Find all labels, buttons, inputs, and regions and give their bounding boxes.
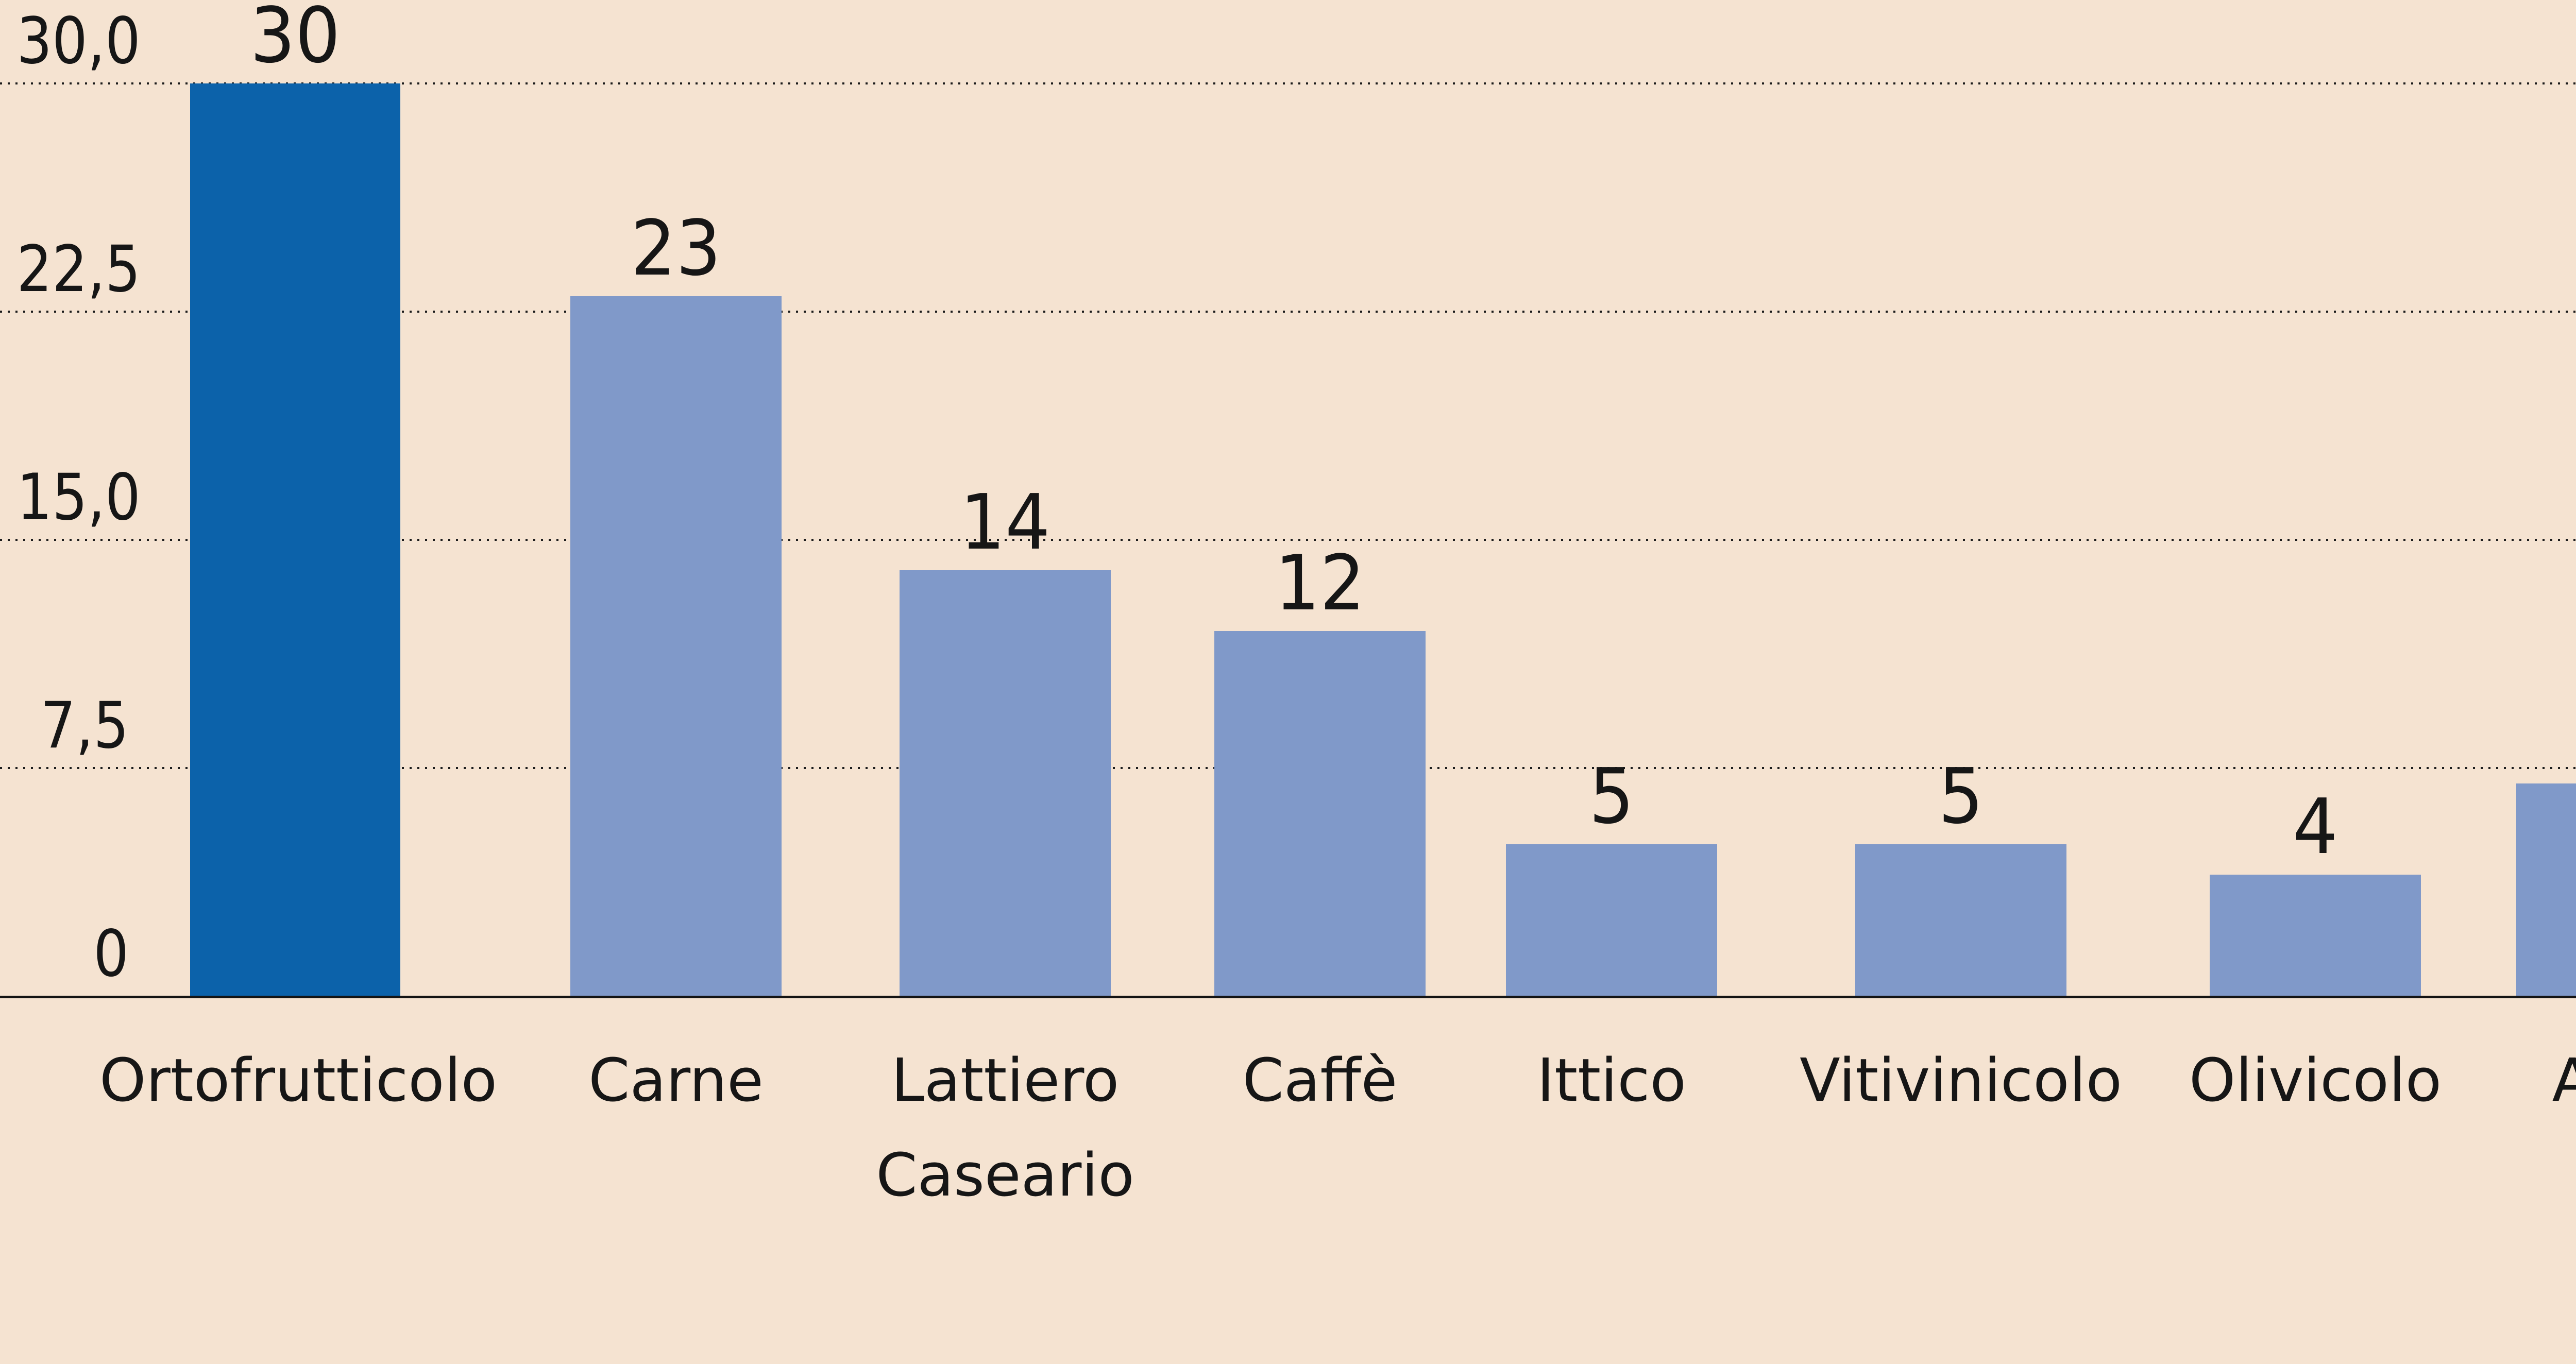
bar-ortofrutticolo xyxy=(190,83,400,996)
category-label-ittico: Ittico xyxy=(1416,1033,1807,1128)
category-label-ortofrutticolo: Ortofrutticolo xyxy=(99,1033,497,1128)
gridline-30-0 xyxy=(0,82,2576,84)
category-label-line: Vitivinicolo xyxy=(1800,1046,2122,1115)
category-label-line: Caseario xyxy=(876,1141,1134,1210)
bar-caffe xyxy=(1214,631,1426,996)
y-tick-label-30-0: 30,0 xyxy=(16,4,141,78)
y-tick-label-7-5: 7,5 xyxy=(40,689,129,763)
category-label-carne: Carne xyxy=(480,1033,872,1128)
x-axis-line xyxy=(0,996,2576,998)
value-label-carne: 23 xyxy=(631,204,721,293)
bar-olivicolo xyxy=(2210,875,2421,996)
gridline-15-0 xyxy=(0,539,2576,541)
bar-altro xyxy=(2516,783,2576,996)
bar-carne xyxy=(570,296,782,996)
value-label-ittico: 5 xyxy=(1589,752,1634,841)
category-label-olivicolo: Olivicolo xyxy=(2120,1033,2511,1128)
value-label-altro: 7 xyxy=(2514,697,2576,774)
value-label-caffe: 12 xyxy=(1275,539,1365,627)
category-label-caffe: Caffè xyxy=(1124,1033,1516,1128)
category-label-lattiero-caseario: Lattiero Caseario xyxy=(809,1033,1201,1223)
y-tick-label-22-5: 22,5 xyxy=(16,232,141,306)
gridline-22-5 xyxy=(0,311,2576,313)
category-label-line: Ortofrutticolo xyxy=(99,1046,497,1115)
value-label-olivicolo: 4 xyxy=(2293,782,2338,871)
category-label-vitivinicolo: Vitivinicolo xyxy=(1765,1033,2157,1128)
value-label-vitivinicolo: 5 xyxy=(1938,752,1984,841)
bar-lattiero-caseario xyxy=(900,570,1111,996)
value-label-ortofrutticolo: 30 xyxy=(250,0,341,80)
category-label-line: Lattiero xyxy=(891,1046,1120,1115)
category-label-line: Caffè xyxy=(1242,1046,1398,1115)
bar-ittico xyxy=(1506,844,1717,996)
y-tick-label-0: 0 xyxy=(93,917,129,991)
category-label-line: Altro xyxy=(2552,1046,2576,1115)
category-label-altro: Altro xyxy=(2426,1033,2576,1128)
category-label-line: Ittico xyxy=(1537,1046,1686,1115)
bar-vitivinicolo xyxy=(1855,844,2066,996)
y-tick-label-15-0: 15,0 xyxy=(16,461,141,535)
category-label-line: Carne xyxy=(588,1046,764,1115)
value-label-lattiero-caseario: 14 xyxy=(960,478,1050,567)
category-label-line: Olivicolo xyxy=(2189,1046,2442,1115)
